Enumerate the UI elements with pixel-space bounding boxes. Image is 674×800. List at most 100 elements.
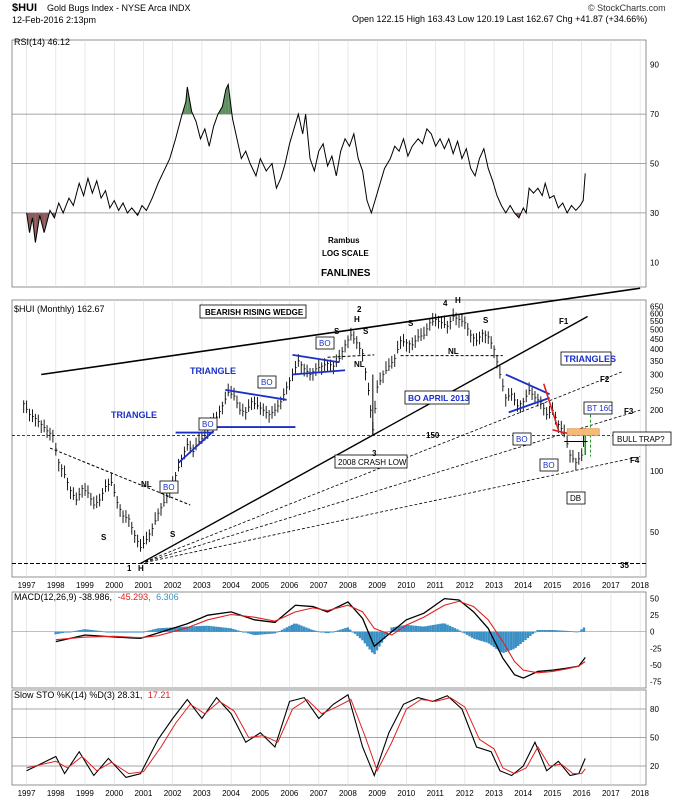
macd-histogram-bar [246, 631, 250, 634]
macd-legend-hist: 6.306 [156, 592, 179, 602]
macd-line [55, 597, 586, 679]
macd-histogram-bar [151, 629, 155, 632]
macd-signal-line [55, 600, 586, 674]
bo-label: BO [543, 461, 555, 470]
macd-histogram-bar [120, 631, 123, 633]
macd-histogram-bar [490, 631, 493, 646]
neckline-2008 [327, 354, 375, 358]
bull-trap-label: BULL TRAP? [617, 435, 665, 444]
triangle-label-2: TRIANGLE [111, 410, 157, 420]
macd-histogram-bar [285, 627, 289, 632]
macd-histogram-bar [529, 631, 532, 637]
macd-histogram-bar [219, 627, 223, 632]
macd-histogram-bar [222, 627, 225, 632]
year-label: 2001 [134, 789, 152, 798]
macd-histogram-bar [480, 631, 483, 642]
macd-histogram-bar [412, 625, 415, 632]
macd-histogram-bar [215, 626, 218, 632]
rsi-line [26, 82, 586, 243]
macd-histogram-bar [514, 631, 517, 648]
macd-histogram-bar [90, 630, 94, 632]
macd-panel [12, 597, 646, 679]
macd-histogram-bar [453, 628, 457, 632]
macd-histogram-bar [380, 631, 384, 643]
macd-histogram-bar [173, 627, 177, 632]
macd-histogram-bar [580, 629, 583, 632]
macd-histogram-bar [112, 631, 116, 633]
fanline-f2 [140, 371, 623, 564]
bo-label: BO [319, 339, 331, 348]
fanline-f3 [140, 409, 641, 564]
price-tick-label: 550 [650, 317, 664, 326]
macd-histogram-bar [461, 631, 464, 633]
triangle2-top [225, 388, 287, 401]
macd-histogram-bar [103, 631, 106, 633]
macd-histogram-bar [409, 625, 413, 632]
year-label: 1997 [18, 581, 36, 590]
macd-histogram-bar [139, 631, 143, 633]
macd-histogram-bar [237, 630, 240, 632]
fanline-f2-label: F2 [600, 375, 610, 384]
macd-histogram-bar [324, 631, 328, 634]
macd-histogram-bar [254, 631, 257, 636]
macd-histogram-bar [283, 628, 286, 632]
macd-histogram-bar [163, 627, 167, 632]
price-tick-label: 450 [650, 335, 664, 344]
neckline-label: NL [448, 347, 459, 356]
macd-histogram-bar [555, 630, 559, 632]
macd-histogram-bar [395, 626, 398, 632]
year-label: 2004 [222, 789, 240, 798]
macd-histogram-bar [319, 631, 323, 633]
year-label: 1999 [76, 789, 94, 798]
year-label: 2002 [164, 789, 182, 798]
macd-histogram-bar [441, 623, 444, 632]
year-label: 2010 [397, 581, 415, 590]
macd-histogram-bar [122, 631, 125, 633]
macd-histogram-bar [353, 631, 357, 634]
macd-histogram-bar [331, 631, 335, 633]
macd-histogram-bar [117, 631, 121, 633]
macd-histogram-bar [504, 631, 508, 652]
year-label: 2013 [485, 581, 503, 590]
price-tick-label: 400 [650, 345, 664, 354]
macd-histogram-bar [54, 631, 57, 635]
bo-april-label: BO APRIL 2013 [408, 393, 470, 403]
year-label: 2016 [573, 789, 591, 798]
macd-histogram-bar [478, 631, 481, 641]
bo-label: BO [163, 483, 175, 492]
macd-histogram-bar [288, 626, 291, 632]
axis-labels: 9070503010650600550500450400350300250200… [18, 61, 664, 798]
macd-histogram-bar [546, 630, 549, 632]
macd-histogram-bar [456, 629, 459, 632]
macd-histogram-bar [212, 626, 216, 632]
fanline-f3-label: F3 [624, 407, 634, 416]
macd-histogram-bar [560, 630, 564, 632]
macd-histogram-bar [229, 628, 233, 632]
year-label: 2000 [105, 581, 123, 590]
chart-title: Gold Bugs Index - NYSE Arca INDX [47, 3, 191, 13]
macd-histogram-bar [414, 625, 418, 632]
price-tick-label: 350 [650, 357, 664, 366]
macd-histogram-bar [127, 631, 130, 633]
macd-histogram-bar [144, 631, 147, 633]
price-annotations: BEARISH RISING WEDGE TRIANGLE TRIANGLE T… [101, 296, 672, 573]
number-4-label: 4 [443, 299, 448, 308]
macd-histogram-bar [531, 631, 535, 635]
macd-histogram-bar [366, 631, 369, 647]
year-label: 2011 [427, 789, 445, 798]
triangles-top [505, 373, 550, 395]
macd-histogram-bar [183, 626, 186, 632]
year-label: 2007 [310, 581, 328, 590]
year-label: 2011 [427, 581, 445, 590]
macd-histogram-bar [317, 631, 320, 633]
shoulder-label: S [334, 327, 340, 336]
macd-histogram-bar [261, 631, 264, 635]
number-3-label: 3 [372, 449, 377, 458]
head-label: H [138, 564, 144, 573]
rsi-tick-label: 10 [650, 258, 659, 267]
year-label: 2006 [281, 581, 299, 590]
macd-histogram-bar [115, 631, 118, 633]
sto-legend-main: Slow STO %K(14) %D(3) 28.31, [14, 690, 142, 700]
macd-histogram-bar [154, 628, 157, 632]
macd-histogram-bar [271, 631, 274, 634]
